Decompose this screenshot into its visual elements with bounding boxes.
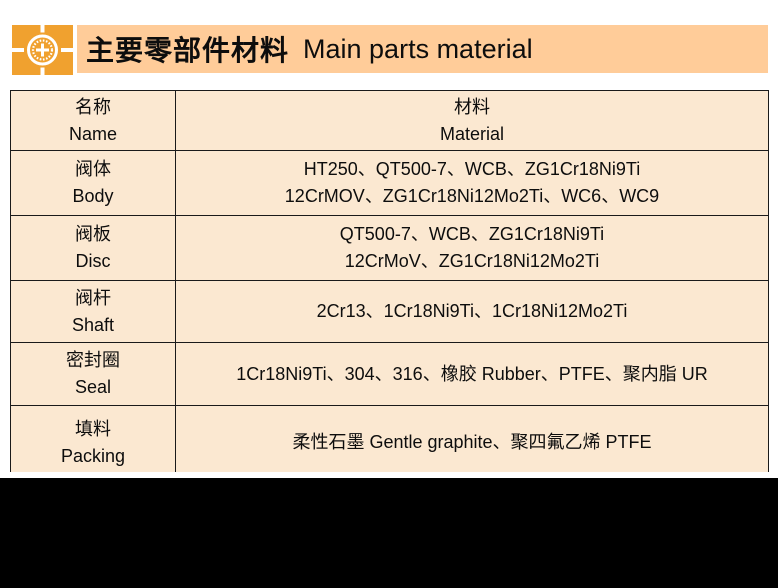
row-name-zh: 密封圈: [66, 350, 120, 370]
table-row-body: 阀体 Body HT250、QT500-7、WCB、ZG1Cr18Ni9Ti 1…: [11, 151, 768, 216]
header-material-cell: 材料 Material: [176, 91, 768, 150]
row-name-zh: 填料: [75, 418, 111, 439]
table-header-row: 名称 Name 材料 Material: [11, 91, 768, 151]
material-line: 12CrMoV、ZG1Cr18Ni12Mo2Ti: [344, 251, 600, 271]
main-parts-material-table: 名称 Name 材料 Material 阀体 Body HT250、QT500-…: [10, 90, 769, 472]
bottom-black-band: [0, 478, 778, 588]
row-name-en: Packing: [60, 445, 126, 466]
material-line: 2Cr13、1Cr18Ni9Ti、1Cr18Ni12Mo2Ti: [316, 301, 628, 321]
header-material-zh: 材料: [454, 96, 490, 117]
header-name-cell: 名称 Name: [11, 91, 176, 150]
row-material-cell: HT250、QT500-7、WCB、ZG1Cr18Ni9Ti 12CrMOV、Z…: [176, 151, 768, 215]
crosshair-valve-logo-icon: [12, 25, 73, 75]
logo-svg: [12, 25, 73, 75]
material-line: 柔性石墨 Gentle graphite、聚四氟乙烯 PTFE: [292, 432, 652, 452]
table-row-packing: 填料 Packing 柔性石墨 Gentle graphite、聚四氟乙烯 PT…: [11, 406, 768, 472]
header-material-en: Material: [439, 123, 505, 144]
row-name-en: Body: [72, 186, 114, 206]
row-name-zh: 阀体: [75, 159, 111, 179]
row-name-en: Shaft: [71, 314, 115, 335]
row-material-cell: 2Cr13、1Cr18Ni9Ti、1Cr18Ni12Mo2Ti: [176, 281, 768, 342]
row-name-cell: 阀板 Disc: [11, 216, 176, 280]
row-material-cell: QT500-7、WCB、ZG1Cr18Ni9Ti 12CrMoV、ZG1Cr18…: [176, 216, 768, 280]
row-name-cell: 阀体 Body: [11, 151, 176, 215]
row-material-cell: 1Cr18Ni9Ti、304、316、橡胶 Rubber、PTFE、聚内脂 UR: [176, 343, 768, 405]
material-line: QT500-7、WCB、ZG1Cr18Ni9Ti: [339, 224, 605, 244]
table-row-seal: 密封圈 Seal 1Cr18Ni9Ti、304、316、橡胶 Rubber、PT…: [11, 343, 768, 406]
row-name-en: Seal: [74, 377, 112, 397]
material-line: 12CrMOV、ZG1Cr18Ni12Mo2Ti、WC6、WC9: [284, 186, 660, 206]
row-name-cell: 阀杆 Shaft: [11, 281, 176, 342]
title-bar: 主要零部件材料 Main parts material: [77, 25, 768, 73]
material-line: 1Cr18Ni9Ti、304、316、橡胶 Rubber、PTFE、聚内脂 UR: [236, 363, 708, 384]
row-name-en: Disc: [75, 251, 111, 271]
row-name-zh: 阀杆: [75, 287, 111, 308]
page-title-zh: 主要零部件材料: [86, 35, 290, 66]
header-name-en: Name: [68, 123, 117, 144]
table-row-disc: 阀板 Disc QT500-7、WCB、ZG1Cr18Ni9Ti 12CrMoV…: [11, 216, 768, 281]
page-title-en: Main parts material: [303, 33, 533, 64]
row-material-cell: 柔性石墨 Gentle graphite、聚四氟乙烯 PTFE: [176, 406, 768, 472]
row-name-zh: 阀板: [75, 224, 111, 244]
row-name-cell: 密封圈 Seal: [11, 343, 176, 405]
table-row-shaft: 阀杆 Shaft 2Cr13、1Cr18Ni9Ti、1Cr18Ni12Mo2Ti: [11, 281, 768, 343]
material-line: HT250、QT500-7、WCB、ZG1Cr18Ni9Ti: [303, 159, 641, 179]
header-name-zh: 名称: [75, 96, 111, 117]
row-name-cell: 填料 Packing: [11, 406, 176, 472]
